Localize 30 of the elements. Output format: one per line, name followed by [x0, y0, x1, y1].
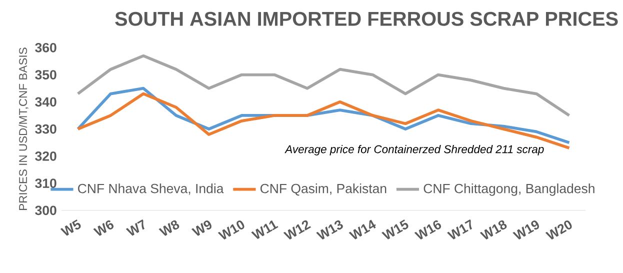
legend-label: CNF Chittagong, Bangladesh — [424, 184, 594, 196]
x-tick-label: W20 — [545, 220, 572, 240]
y-tick-label: 300 — [35, 206, 56, 216]
x-tick-label: W7 — [126, 219, 144, 236]
y-tick-label: 320 — [35, 152, 56, 161]
chart-title: SOUTH ASIAN IMPORTED FERROUS SCRAP PRICES — [115, 12, 618, 26]
legend-label: CNF Qasim, Pakistan — [260, 184, 386, 196]
y-tick-label: 360 — [35, 42, 56, 52]
y-tick-label: 330 — [35, 124, 56, 134]
y-tick-label: 350 — [35, 70, 56, 80]
x-tick-label: W9 — [191, 220, 212, 236]
annotation: Average price for Containerzed Shredded 211 scrap — [284, 144, 544, 156]
x-tick-label: W18 — [480, 220, 507, 240]
line-series — [76, 54, 571, 117]
x-tick-label: W13 — [316, 220, 343, 240]
x-tick-label: W8 — [158, 220, 180, 236]
y-tick-label: 310 — [35, 178, 56, 188]
x-tick-label: W5 — [60, 220, 81, 236]
x-tick-label: W17 — [447, 219, 472, 240]
x-tick-label: W11 — [251, 220, 278, 240]
x-tick-label: W6 — [93, 220, 114, 236]
y-tick-label: 340 — [35, 97, 56, 107]
x-tick-label: W10 — [218, 220, 244, 240]
x-tick-label: W15 — [382, 220, 408, 240]
x-tick-label: W14 — [348, 220, 376, 240]
legend-label: CNF Nhava Sheva, India — [78, 184, 224, 195]
y-axis-title: PRICES IN USD/MT,CNF BASIS — [18, 48, 28, 210]
x-tick-label: W16 — [414, 220, 442, 240]
x-tick-label: W12 — [283, 220, 311, 240]
x-tick-label: W19 — [512, 220, 539, 240]
